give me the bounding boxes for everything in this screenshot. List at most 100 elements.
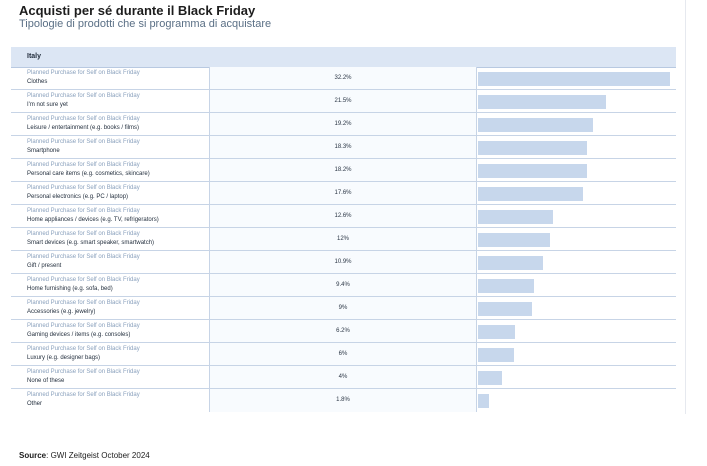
bar xyxy=(478,95,606,109)
bar xyxy=(478,302,532,316)
data-label: 17.6% xyxy=(334,190,352,196)
source-label: Source xyxy=(19,451,47,460)
data-label: 18.2% xyxy=(334,167,352,173)
value-cell: 9.4% xyxy=(210,274,477,296)
value-cell: 10.9% xyxy=(210,251,477,273)
table-row: Planned Purchase for Self on Black Frida… xyxy=(11,182,676,205)
category-label: Gift / present xyxy=(27,263,62,269)
bar-cell xyxy=(477,205,676,227)
data-label: 6.2% xyxy=(336,328,350,334)
row-question-label: Planned Purchase for Self on Black Frida… xyxy=(27,392,140,398)
bar-cell xyxy=(477,320,676,342)
chart-subtitle: Tipologie di prodotti che si programma d… xyxy=(19,18,272,30)
bar xyxy=(478,72,670,86)
row-label-cell: Planned Purchase for Self on Black Frida… xyxy=(11,90,210,112)
row-question-label: Planned Purchase for Self on Black Frida… xyxy=(27,254,140,260)
row-label-cell: Planned Purchase for Self on Black Frida… xyxy=(11,113,210,135)
value-cell: 12% xyxy=(210,228,477,250)
table-row: Planned Purchase for Self on Black Frida… xyxy=(11,205,676,228)
bar xyxy=(478,164,587,178)
table-row: Planned Purchase for Self on Black Frida… xyxy=(11,251,676,274)
bar xyxy=(478,394,489,408)
category-label: Accessories (e.g. jewelry) xyxy=(27,309,96,315)
row-question-label: Planned Purchase for Self on Black Frida… xyxy=(27,369,140,375)
bar-cell xyxy=(477,67,676,89)
table-row: Planned Purchase for Self on Black Frida… xyxy=(11,297,676,320)
data-label: 21.5% xyxy=(334,98,352,104)
row-question-label: Planned Purchase for Self on Black Frida… xyxy=(27,346,140,352)
category-label: Personal electronics (e.g. PC / laptop) xyxy=(27,194,129,200)
bar xyxy=(478,325,515,339)
table-row: Planned Purchase for Self on Black Frida… xyxy=(11,389,676,412)
bar-cell xyxy=(477,297,676,319)
table-row: Planned Purchase for Self on Black Frida… xyxy=(11,274,676,297)
table-row: Planned Purchase for Self on Black Frida… xyxy=(11,228,676,251)
row-label-cell: Planned Purchase for Self on Black Frida… xyxy=(11,343,210,365)
row-question-label: Planned Purchase for Self on Black Frida… xyxy=(27,231,140,237)
category-label: Home furnishing (e.g. sofa, bed) xyxy=(27,286,113,292)
row-label-cell: Planned Purchase for Self on Black Frida… xyxy=(11,205,210,227)
value-cell: 18.2% xyxy=(210,159,477,181)
value-cell: 6% xyxy=(210,343,477,365)
table-row: Planned Purchase for Self on Black Frida… xyxy=(11,136,676,159)
bar xyxy=(478,118,593,132)
bar-cell xyxy=(477,274,676,296)
row-question-label: Planned Purchase for Self on Black Frida… xyxy=(27,323,140,329)
bar xyxy=(478,233,550,247)
data-label: 12.6% xyxy=(334,213,352,219)
data-label: 6% xyxy=(338,351,348,357)
data-label: 9.4% xyxy=(336,282,350,288)
row-label-cell: Planned Purchase for Self on Black Frida… xyxy=(11,251,210,273)
bar-cell xyxy=(477,90,676,112)
bar-cell xyxy=(477,113,676,135)
row-question-label: Planned Purchase for Self on Black Frida… xyxy=(27,162,140,168)
bar-cell xyxy=(477,366,676,388)
row-question-label: Planned Purchase for Self on Black Frida… xyxy=(27,208,140,214)
category-label: I'm not sure yet xyxy=(27,102,68,108)
bar-cell xyxy=(477,159,676,181)
value-cell: 19.2% xyxy=(210,113,477,135)
data-label: 9% xyxy=(338,305,348,311)
source-note: Source: GWI Zeitgeist October 2024 xyxy=(19,451,150,460)
category-label: Smartphone xyxy=(27,148,60,154)
row-question-label: Planned Purchase for Self on Black Frida… xyxy=(27,185,140,191)
category-label: Luxury (e.g. designer bags) xyxy=(27,355,101,361)
row-label-cell: Planned Purchase for Self on Black Frida… xyxy=(11,67,210,89)
chart-table: Planned Purchase for Self on Black Frida… xyxy=(11,67,676,412)
value-cell: 6.2% xyxy=(210,320,477,342)
row-question-label: Planned Purchase for Self on Black Frida… xyxy=(27,277,140,283)
chart-title: Acquisti per sé durante il Black Friday xyxy=(19,3,256,18)
bar xyxy=(478,141,587,155)
category-label: None of these xyxy=(27,378,65,384)
bar xyxy=(478,187,583,201)
value-cell: 4% xyxy=(210,366,477,388)
bar xyxy=(478,279,534,293)
data-label: 1.8% xyxy=(336,397,350,403)
data-label: 10.9% xyxy=(334,259,352,265)
table-row: Planned Purchase for Self on Black Frida… xyxy=(11,366,676,389)
row-question-label: Planned Purchase for Self on Black Frida… xyxy=(27,139,140,145)
value-cell: 18.3% xyxy=(210,136,477,158)
row-question-label: Planned Purchase for Self on Black Frida… xyxy=(27,70,140,76)
row-label-cell: Planned Purchase for Self on Black Frida… xyxy=(11,389,210,412)
value-cell: 17.6% xyxy=(210,182,477,204)
category-label: Smart devices (e.g. smart speaker, smart… xyxy=(27,240,155,246)
row-label-cell: Planned Purchase for Self on Black Frida… xyxy=(11,320,210,342)
data-label: 12% xyxy=(336,236,349,242)
bar-cell xyxy=(477,389,676,412)
data-label: 4% xyxy=(338,374,348,380)
value-cell: 12.6% xyxy=(210,205,477,227)
bar-cell xyxy=(477,228,676,250)
bar xyxy=(478,210,553,224)
table-row: Planned Purchase for Self on Black Frida… xyxy=(11,159,676,182)
bar-cell xyxy=(477,136,676,158)
region-label: Italy xyxy=(27,53,42,60)
row-question-label: Planned Purchase for Self on Black Frida… xyxy=(27,116,140,122)
value-cell: 9% xyxy=(210,297,477,319)
region-header: Italy xyxy=(11,47,676,68)
source-text: : GWI Zeitgeist October 2024 xyxy=(46,451,150,460)
value-cell: 32.2% xyxy=(210,67,477,89)
category-label: Clothes xyxy=(27,79,48,85)
data-label: 32.2% xyxy=(334,75,352,81)
row-question-label: Planned Purchase for Self on Black Frida… xyxy=(27,300,140,306)
